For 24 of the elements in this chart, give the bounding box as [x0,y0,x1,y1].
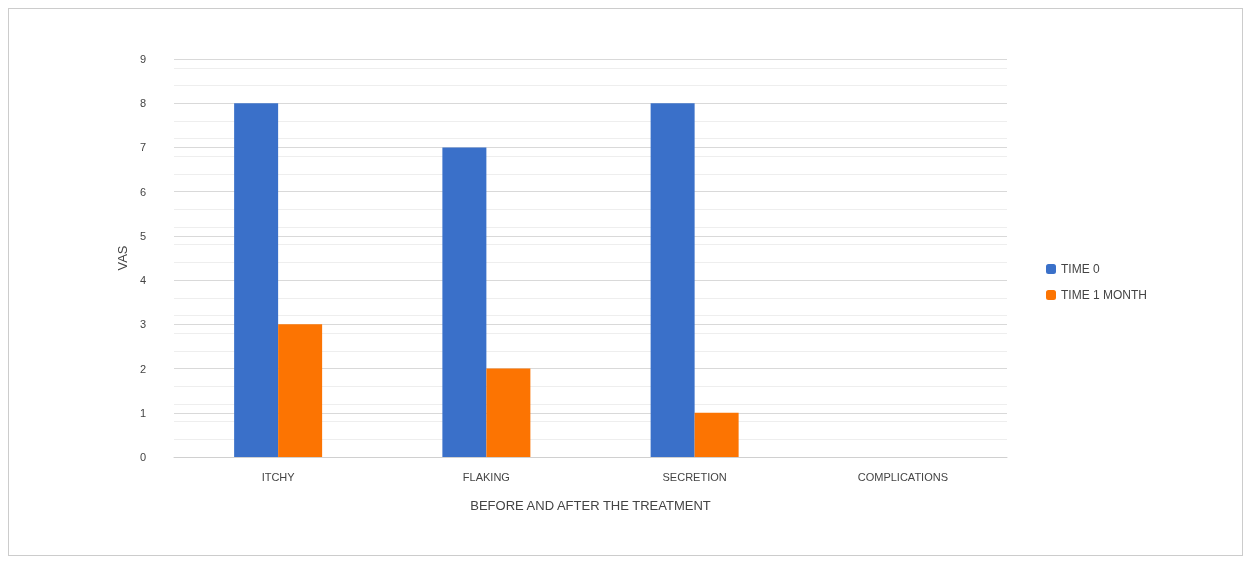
x-tick-label: FLAKING [462,470,510,483]
legend-label: TIME 1 MONTH [1061,288,1147,302]
bar [486,368,531,457]
x-tick-label: COMPLICATIONS [857,470,949,483]
y-tick-label: 9 [139,53,146,65]
y-tick-label: 8 [139,97,146,110]
y-tick-label: 6 [139,185,146,198]
y-tick-label: 4 [139,274,146,287]
x-axis-title: BEFORE AND AFTER THE TREATMENT [470,498,711,513]
bar [234,103,279,457]
x-tick-label: SECRETION [662,470,727,483]
bar [650,103,695,457]
bar [442,147,487,457]
y-tick-label: 0 [139,451,146,463]
y-axis-title: VAS [114,245,130,271]
y-tick-label: 3 [139,318,146,331]
y-tick-label: 1 [139,406,146,419]
legend-label: TIME 0 [1061,262,1100,276]
y-tick-label: 7 [139,141,146,154]
y-tick-label: 2 [139,362,146,375]
bar [694,412,739,457]
y-tick-label: 5 [139,229,146,242]
bar [278,324,323,457]
x-tick-label: ITCHY [261,470,296,483]
